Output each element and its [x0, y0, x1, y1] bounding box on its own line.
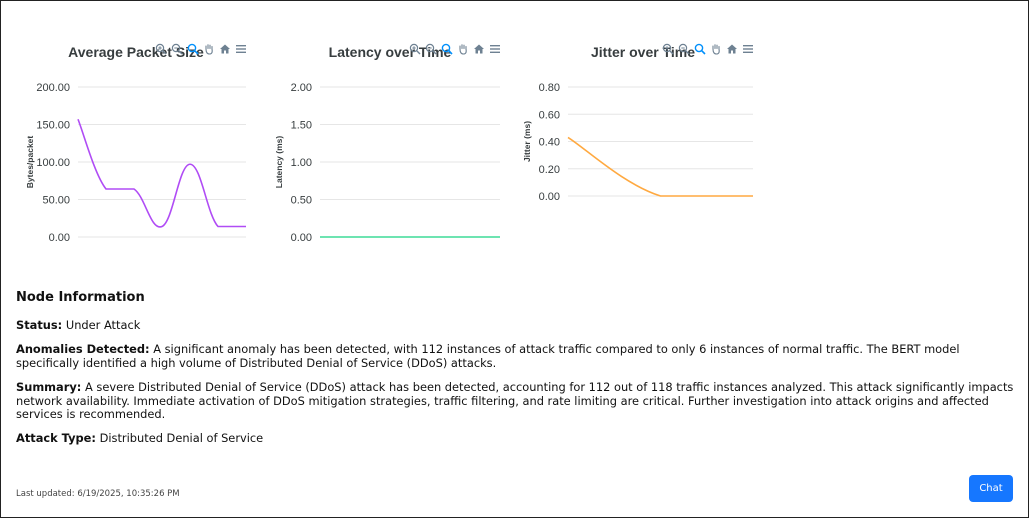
y-tick-label: 0.40 — [539, 137, 560, 149]
pan-hand-icon[interactable] — [709, 42, 722, 55]
y-tick-label: 0.00 — [539, 191, 560, 203]
y-tick-label: 150.00 — [36, 120, 70, 132]
chat-button[interactable]: Chat — [969, 475, 1013, 502]
chart-title: Jitter over Time — [590, 44, 695, 60]
home-icon[interactable] — [218, 42, 231, 55]
chart-toolbar — [408, 42, 501, 55]
chart-svg: 2.00 1.50 1.00 0.50 0.00 Latency (ms) — [274, 82, 501, 244]
summary-value: A severe Distributed Denial of Service (… — [16, 380, 1014, 422]
series-line — [77, 118, 246, 228]
zoom-select-icon[interactable] — [186, 42, 199, 55]
chart-latency-over-time: 2.00 1.50 1.00 0.50 0.00 Latency (ms) Latency… — [270, 36, 510, 256]
chart-jitter-over-time: 0.80 0.60 0.40 0.20 0.00 Jitter (ms) Jitter o… — [522, 36, 763, 256]
anomalies-label: Anomalies Detected: — [16, 342, 150, 357]
status-value: Under Attack — [65, 318, 141, 332]
chart-title: Latency over Time — [328, 44, 452, 60]
summary-line: Summary: A severe Distributed Denial of … — [16, 381, 1016, 421]
zoom-out-icon[interactable] — [424, 42, 437, 55]
y-tick-label: 1.50 — [291, 120, 312, 132]
y-tick-label: 100.00 — [36, 157, 70, 169]
y-axis-label: Jitter (ms) — [522, 121, 532, 162]
y-tick-label: 50.00 — [42, 195, 70, 207]
y-tick-label: 0.80 — [539, 82, 560, 94]
home-icon[interactable] — [472, 42, 485, 55]
y-tick-label: 0.60 — [539, 109, 560, 121]
series-line — [567, 136, 753, 197]
y-tick-label: 200.00 — [36, 82, 70, 94]
zoom-select-icon[interactable] — [693, 42, 706, 55]
node-information: Node Information Status: Under Attack An… — [16, 290, 1016, 457]
pan-hand-icon[interactable] — [202, 42, 215, 55]
menu-icon[interactable] — [234, 42, 247, 55]
y-tick-label: 0.20 — [539, 164, 560, 176]
status-line: Status: Under Attack — [16, 318, 1016, 332]
attack-type-label: Attack Type: — [16, 431, 96, 446]
last-updated: Last updated: 6/19/2025, 10:35:26 PM — [16, 489, 180, 499]
y-axis-label: Bytes/packet — [25, 136, 35, 189]
y-tick-label: 0.50 — [291, 195, 312, 207]
menu-icon[interactable] — [741, 42, 754, 55]
y-tick-label: 0.00 — [291, 232, 312, 244]
home-icon[interactable] — [725, 42, 738, 55]
zoom-select-icon[interactable] — [440, 42, 453, 55]
zoom-in-icon[interactable] — [154, 42, 167, 55]
attack-type-line: Attack Type: Distributed Denial of Servi… — [16, 432, 1016, 445]
anomalies-line: Anomalies Detected: A significant anomal… — [16, 343, 1016, 370]
chart-title: Average Packet Size — [68, 44, 204, 60]
y-tick-label: 0.00 — [49, 232, 70, 244]
menu-icon[interactable] — [488, 42, 501, 55]
node-info-heading: Node Information — [16, 290, 145, 305]
y-tick-label: 2.00 — [291, 82, 312, 94]
status-label: Status: — [16, 318, 63, 332]
zoom-out-icon[interactable] — [677, 42, 690, 55]
y-axis-label: Latency (ms) — [274, 136, 284, 189]
chart-average-packet-size: 200.00 150.00 100.00 50.00 0.00 Bytes/packet … — [16, 36, 256, 256]
chart-toolbar — [154, 42, 247, 55]
chart-toolbar — [661, 42, 754, 55]
chart-svg: 0.80 0.60 0.40 0.20 0.00 Jitter (ms) — [522, 82, 754, 203]
anomalies-value: A significant anomaly has been detected,… — [16, 342, 960, 370]
y-tick-label: 1.00 — [291, 157, 312, 169]
pan-hand-icon[interactable] — [456, 42, 469, 55]
zoom-in-icon[interactable] — [661, 42, 674, 55]
zoom-in-icon[interactable] — [408, 42, 421, 55]
summary-label: Summary: — [16, 380, 82, 395]
attack-type-value: Distributed Denial of Service — [99, 431, 264, 446]
chart-svg: 200.00 150.00 100.00 50.00 0.00 Bytes/packet — [25, 82, 247, 244]
zoom-out-icon[interactable] — [170, 42, 183, 55]
